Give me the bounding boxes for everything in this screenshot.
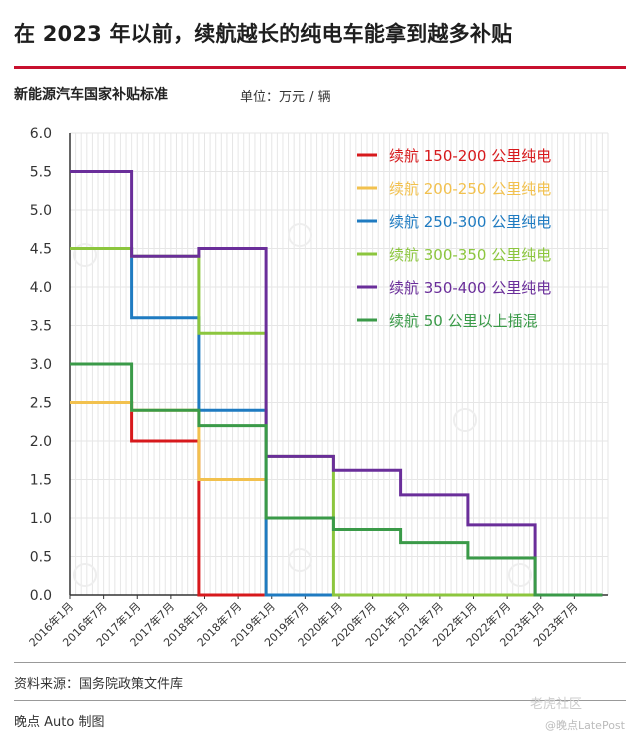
credit-note: 晚点 Auto 制图: [14, 715, 105, 730]
y-tick-label: 0.5: [30, 550, 52, 566]
legend-label-6: 续航 50 公里以上插混: [389, 312, 538, 330]
y-tick-label: 5.0: [30, 203, 52, 219]
series-lines: [70, 170, 603, 597]
series-line-1: [70, 401, 603, 597]
watermark-logo: [73, 243, 97, 267]
series-line-4: [70, 247, 603, 597]
y-tick-label: 3.0: [30, 357, 52, 373]
legend-label-4: 续航 300-350 公里纯电: [389, 246, 551, 264]
watermark-logo: [508, 563, 532, 587]
y-tick-label: 1.0: [30, 511, 52, 527]
y-tick-label: 5.5: [30, 165, 52, 181]
series-line-5: [70, 170, 603, 597]
y-tick-label: 1.5: [30, 473, 52, 489]
tiger-community-watermark: 老虎社区: [530, 697, 583, 712]
series-line-3: [70, 247, 603, 597]
headline-rule: [14, 66, 626, 69]
y-tick-label: 2.0: [30, 434, 52, 450]
y-tick-label: 2.5: [30, 396, 52, 412]
y-tick-label: 3.5: [30, 319, 52, 335]
x-axis-ticks: 2016年1月2016年7月2017年1月2017年7月2018年1月2018年…: [26, 595, 580, 649]
y-tick-label: 4.5: [30, 242, 52, 258]
watermark-logo: [288, 223, 312, 247]
source-note: 资料来源：国务院政策文件库: [14, 677, 184, 692]
legend-label-1: 续航 150-200 公里纯电: [389, 147, 551, 165]
legend-label-2: 续航 200-250 公里纯电: [389, 180, 551, 198]
footer-rule-bottom: [14, 700, 626, 701]
y-tick-label: 0.0: [30, 588, 52, 604]
y-tick-label: 6.0: [30, 126, 52, 142]
series-line-2: [70, 401, 603, 597]
unit-label: 单位：万元 / 辆: [240, 90, 331, 105]
legend-label-5: 续航 350-400 公里纯电: [389, 279, 551, 297]
headline: 在 2023 年以前，续航越长的纯电车能拿到越多补贴: [14, 22, 513, 46]
latepost-watermark: @晚点LatePost: [545, 719, 625, 732]
series-line-6: [70, 362, 603, 597]
y-axis-ticks: 0.0 0.5 1.0 1.5 2.0 2.5 3.0 3.5 4.0 4.5 5.0 5.5 6.0: [30, 126, 52, 604]
y-tick-label: 4.0: [30, 280, 52, 296]
watermark-logo: [288, 548, 312, 572]
chart-subtitle: 新能源汽车国家补贴标准: [14, 87, 168, 103]
legend-label-3: 续航 250-300 公里纯电: [389, 213, 551, 231]
watermark-logo: [453, 408, 477, 432]
footer-rule-top: [14, 662, 626, 663]
watermark-logo: [73, 563, 97, 587]
watermarks: [73, 223, 532, 587]
